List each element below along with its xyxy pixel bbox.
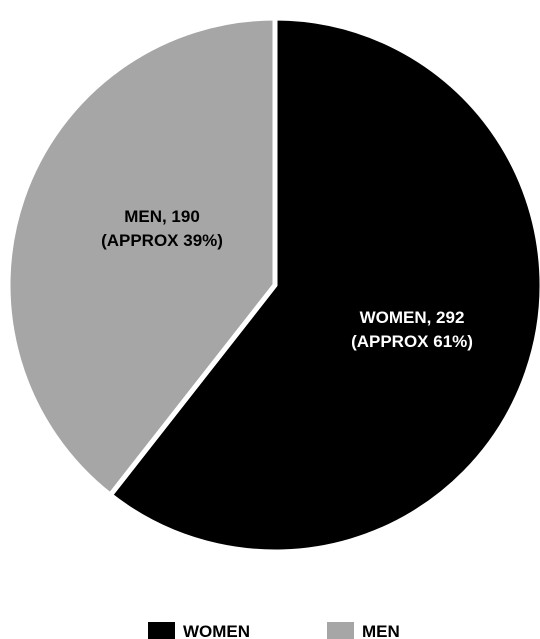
legend-swatch-men — [327, 622, 354, 639]
pie-slices — [5, 15, 540, 555]
pie-slice-men — [5, 15, 278, 498]
legend-item-men: MEN — [327, 622, 400, 639]
legend-label-women: WOMEN — [183, 622, 250, 639]
slice-label-women: WOMEN, 292 (APPROX 61%) — [351, 308, 473, 351]
slice-labels: WOMEN, 292 (APPROX 61%) MEN, 190 (APPROX 39… — [101, 207, 473, 351]
legend-swatch-women — [148, 622, 175, 639]
pie-slice-women — [107, 15, 540, 555]
slice-label-men: MEN, 190 (APPROX 39%) — [101, 207, 223, 250]
legend-label-men: MEN — [362, 622, 400, 639]
legend-item-women: WOMEN — [148, 622, 250, 639]
legend: WOMEN MEN — [148, 622, 400, 639]
